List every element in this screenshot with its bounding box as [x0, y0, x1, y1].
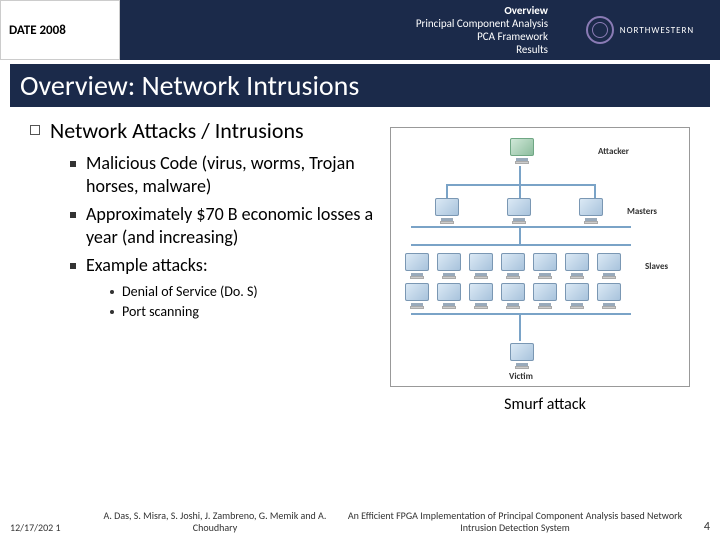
item-text: Malicious Code (virus, worms, Trojan hor…	[86, 152, 390, 197]
computer-icon	[594, 283, 624, 309]
text-column: Network Attacks / Intrusions Malicious C…	[30, 117, 390, 414]
computer-icon	[498, 283, 528, 309]
item-text: Example attacks:	[86, 254, 208, 277]
connection-line	[519, 226, 521, 246]
connection-line	[446, 184, 448, 198]
connection-line	[411, 244, 631, 246]
page-number: 4	[690, 520, 710, 534]
nav-section: Overview Principal Component Analysis PC…	[120, 0, 560, 60]
list-item: Malicious Code (virus, worms, Trojan hor…	[70, 152, 390, 197]
list-item: Approximately $70 B economic losses a ye…	[70, 203, 390, 248]
bullet-tiny-icon	[110, 290, 114, 294]
bullet-dot-icon	[70, 263, 76, 269]
computer-icon	[402, 283, 432, 309]
masters-label: Masters	[627, 206, 657, 217]
nav-item: Results	[516, 43, 548, 56]
computer-icon	[530, 283, 560, 309]
diagram-caption: Smurf attack	[390, 395, 700, 414]
computer-icon	[530, 253, 560, 279]
attacker-label: Attacker	[598, 146, 629, 157]
footer-date: 12/17/202 1	[10, 521, 90, 534]
bullet-tiny-icon	[110, 310, 114, 314]
item-text: Denial of Service (Do. S)	[122, 283, 258, 301]
slaves-row: Slaves	[401, 253, 668, 279]
footer-authors: A. Das, S. Misra, S. Joshi, J. Zambreno,…	[90, 510, 340, 534]
slide-content: Network Attacks / Intrusions Malicious C…	[0, 107, 720, 414]
slide-footer: 12/17/202 1 A. Das, S. Misra, S. Joshi, …	[0, 510, 720, 534]
computer-icon	[498, 253, 528, 279]
bullet-square-icon	[30, 125, 40, 135]
computer-icon	[576, 198, 606, 224]
conference-label: DATE 2008	[0, 0, 120, 60]
main-heading: Network Attacks / Intrusions	[30, 117, 390, 144]
computer-icon	[402, 253, 432, 279]
sub-bullet-list: Denial of Service (Do. S) Port scanning	[110, 283, 390, 321]
masters-row: Masters	[431, 198, 657, 224]
university-logo: NORTHWESTERN	[560, 0, 720, 60]
list-item: Port scanning	[110, 303, 390, 321]
slaves-label: Slaves	[645, 261, 668, 272]
computer-icon	[434, 253, 464, 279]
nav-item: Overview	[504, 4, 548, 17]
computer-icon	[507, 343, 537, 369]
slaves-row	[401, 283, 625, 309]
nav-item: PCA Framework	[477, 30, 548, 43]
item-text: Port scanning	[122, 303, 199, 321]
item-text: Approximately $70 B economic losses a ye…	[86, 203, 390, 248]
heading-text: Network Attacks / Intrusions	[50, 117, 304, 144]
diagram-column: Attacker Masters	[390, 117, 700, 414]
computer-icon	[466, 253, 496, 279]
university-name: NORTHWESTERN	[620, 25, 694, 36]
attack-diagram: Attacker Masters	[390, 127, 690, 387]
slide-header: DATE 2008 Overview Principal Component A…	[0, 0, 720, 60]
victim-row	[506, 343, 538, 369]
list-item: Example attacks:	[70, 254, 390, 277]
computer-icon	[432, 198, 462, 224]
slide-title: Overview: Network Intrusions	[10, 64, 710, 107]
computer-icon	[594, 253, 624, 279]
bullet-list: Malicious Code (virus, worms, Trojan hor…	[70, 152, 390, 277]
computer-icon	[562, 253, 592, 279]
victim-label: Victim	[509, 371, 533, 382]
attacker-row: Attacker	[506, 138, 629, 164]
connection-line	[519, 184, 521, 198]
computer-icon	[504, 198, 534, 224]
computer-icon	[562, 283, 592, 309]
list-item: Denial of Service (Do. S)	[110, 283, 390, 301]
connection-line	[519, 166, 521, 186]
connection-line	[411, 313, 631, 315]
bullet-dot-icon	[70, 212, 76, 218]
connection-line	[446, 184, 596, 186]
computer-icon	[434, 283, 464, 309]
computer-icon	[507, 138, 537, 164]
bullet-dot-icon	[70, 161, 76, 167]
connection-line	[594, 184, 596, 198]
seal-icon	[586, 16, 614, 44]
connection-line	[519, 313, 521, 341]
connection-line	[411, 226, 631, 228]
nav-item: Principal Component Analysis	[416, 17, 548, 30]
footer-title: An Efficient FPGA Implementation of Prin…	[340, 510, 690, 534]
computer-icon	[466, 283, 496, 309]
